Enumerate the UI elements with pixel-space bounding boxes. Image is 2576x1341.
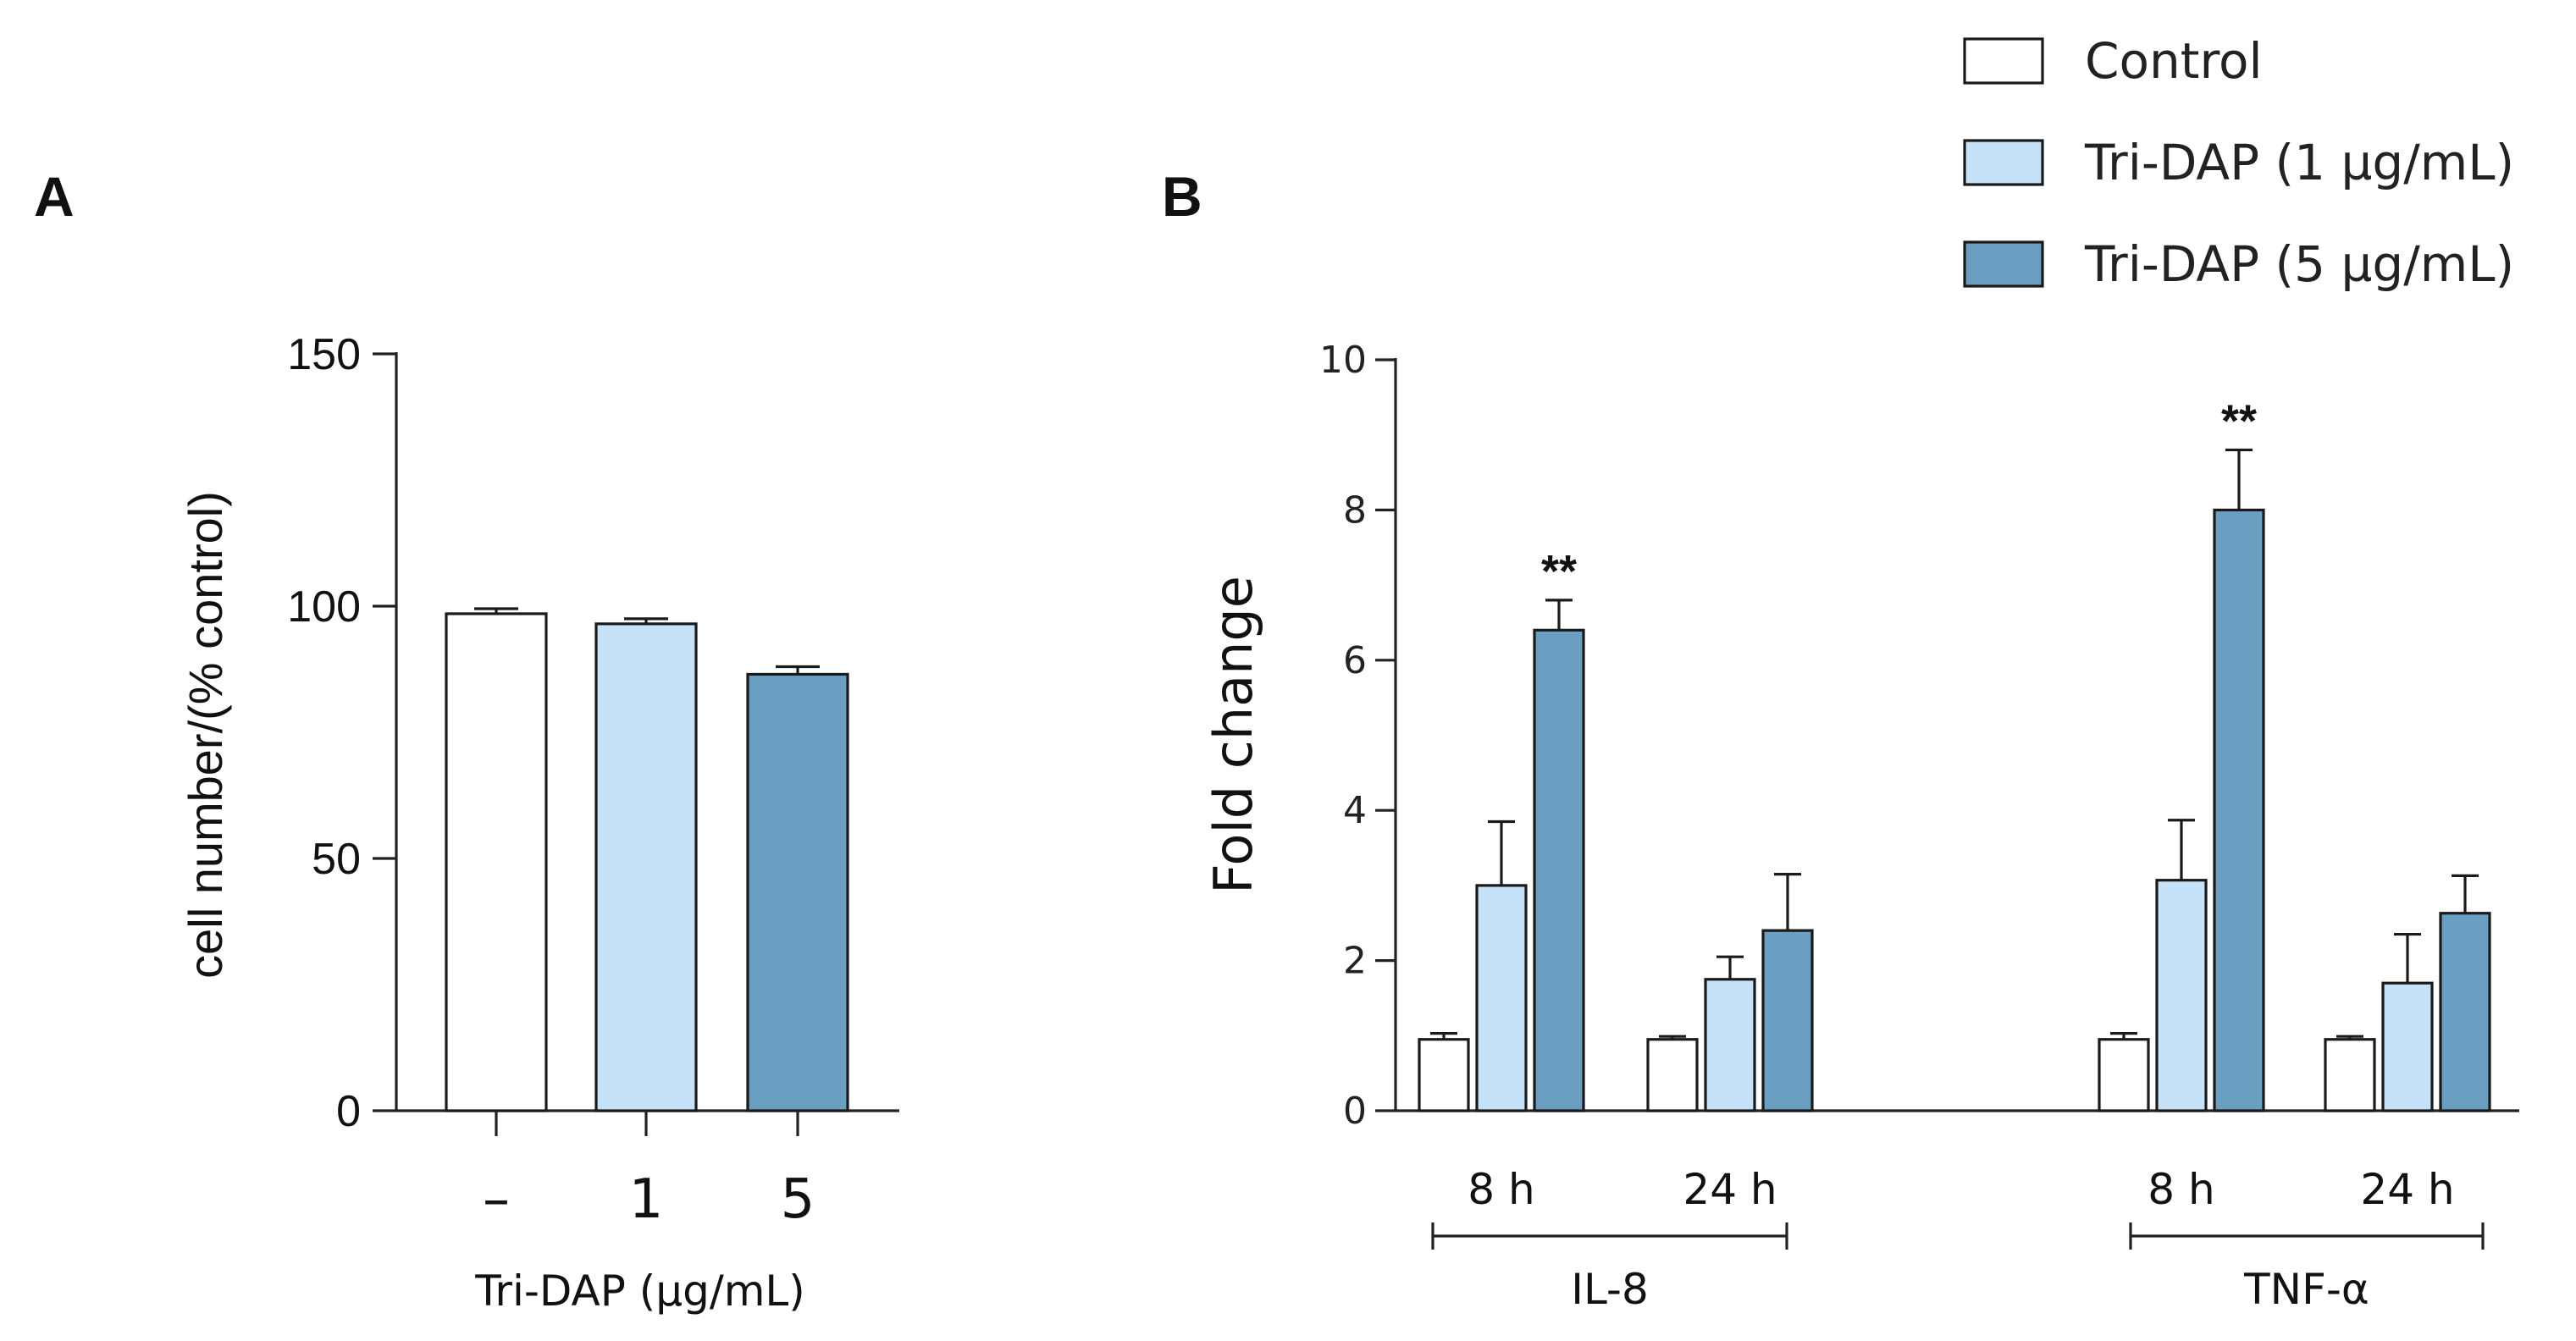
panel-a-bar <box>746 672 849 1112</box>
panel-a-y-tick-label: 150 <box>287 330 361 379</box>
legend-swatch-2 <box>1963 139 2044 186</box>
panel-b-timepoint-label: 8 h <box>2148 1165 2214 1214</box>
panel-b-bar <box>1704 978 1756 1112</box>
panel-b-y-tick-label: 6 <box>1343 639 1367 682</box>
panel-b-timepoint-label: 8 h <box>1468 1165 1534 1214</box>
panel-a-y-tick-label: 50 <box>312 835 361 884</box>
panel-b-bar <box>2155 879 2208 1112</box>
panel-a-category-label: – <box>483 1168 510 1231</box>
panel-label-a: A <box>34 165 75 228</box>
panel-b-y-tick-label: 4 <box>1343 789 1367 832</box>
panel-a-bar <box>594 622 698 1112</box>
panel-b-bar <box>1418 1038 1470 1112</box>
legend-swatch-1 <box>1963 37 2044 85</box>
panel-b-bar <box>1761 929 1814 1112</box>
legend-label-1: Control <box>2085 32 2263 90</box>
panel-b-group-label: IL-8 <box>1571 1265 1649 1314</box>
legend-label-2: Tri-DAP (1 µg/mL) <box>2084 134 2514 191</box>
panel-a-bar <box>445 612 548 1112</box>
panel-a-y-tick-label: 100 <box>287 582 361 632</box>
panel-b-timepoint-label: 24 h <box>1683 1165 1777 1214</box>
panel-b-bar <box>2439 912 2491 1112</box>
panel-a-x-axis-title: Tri-DAP (µg/mL) <box>474 1266 805 1316</box>
panel-a-category-label: 5 <box>781 1168 815 1231</box>
panel-b-y-tick-label: 0 <box>1343 1090 1367 1133</box>
panel-b-bar <box>2381 981 2434 1112</box>
legend-label-3: Tri-DAP (5 µg/mL) <box>2084 235 2514 293</box>
panel-b-timepoint-label: 24 h <box>2360 1165 2454 1214</box>
panel-b-bar <box>1646 1038 1699 1112</box>
panel-b-y-tick-label: 10 <box>1319 339 1367 382</box>
panel-b-bar <box>2213 508 2265 1112</box>
panel-b-group-label: TNF-α <box>2243 1265 2369 1314</box>
panel-a-category-label: 1 <box>629 1168 664 1231</box>
panel-b-bar <box>2324 1038 2376 1112</box>
panel-b-y-tick-label: 8 <box>1343 488 1367 532</box>
panel-b-bar <box>1533 628 1585 1112</box>
panel-b-bar <box>1475 884 1528 1112</box>
panel-b-significance-marker: ** <box>1541 546 1577 597</box>
panel-a-y-axis-title: cell number/(% control) <box>179 491 232 979</box>
panel-b-significance-marker: ** <box>2221 395 2257 446</box>
legend-swatch-3 <box>1963 240 2044 288</box>
panel-b-bar <box>2098 1038 2150 1112</box>
panel-label-b: B <box>1162 165 1202 228</box>
panel-b-y-tick-label: 2 <box>1343 940 1367 983</box>
panel-b-y-axis-title: Fold change <box>1202 576 1264 894</box>
panel-a-y-tick-label: 0 <box>336 1087 361 1136</box>
